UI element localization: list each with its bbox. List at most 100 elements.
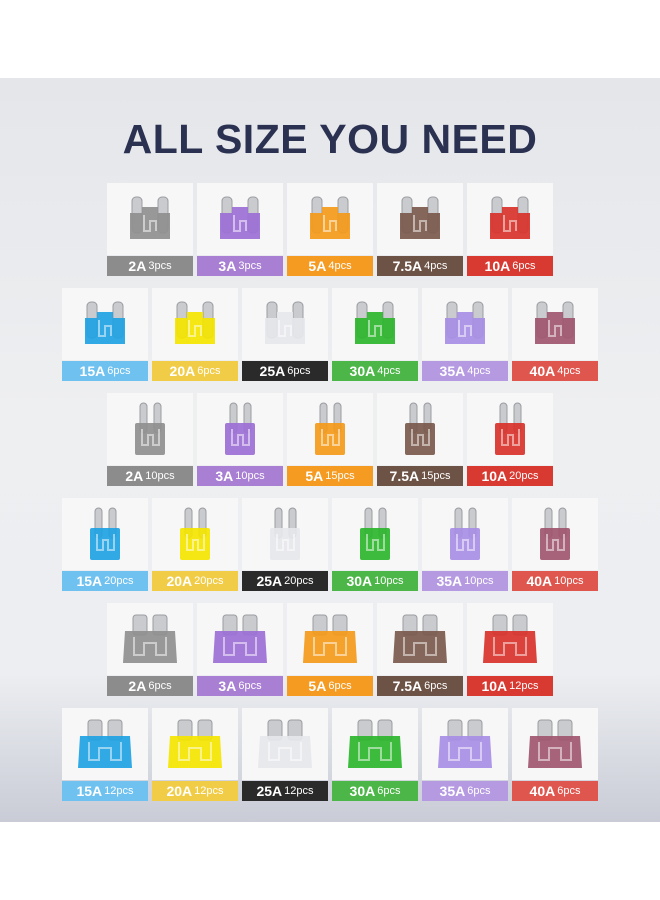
fuse-label: 3A 6pcs xyxy=(197,676,283,696)
fuse-label: 2A 10pcs xyxy=(107,466,193,486)
amperage: 35A xyxy=(439,783,466,799)
fuse-image xyxy=(242,708,328,780)
fuse-label: 25A 20pcs xyxy=(242,571,328,591)
fuse-tile: 15A 12pcs xyxy=(62,708,148,802)
quantity: 6pcs xyxy=(377,785,401,797)
fuse-image xyxy=(62,708,148,780)
fuse-tile: 5A 4pcs xyxy=(287,183,373,277)
amperage: 30A xyxy=(349,783,376,799)
fuse-label: 35A 6pcs xyxy=(422,781,508,801)
fuse-tile: 2A 3pcs xyxy=(107,183,193,277)
fuse-icon xyxy=(135,402,165,455)
fuse-tile: 15A 6pcs xyxy=(62,288,148,382)
quantity: 6pcs xyxy=(197,365,221,377)
fuse-icon xyxy=(265,301,305,344)
fuse-tile: 5A 6pcs xyxy=(287,603,373,697)
fuse-icon xyxy=(225,402,255,455)
quantity: 12pcs xyxy=(194,785,224,797)
quantity: 4pcs xyxy=(467,365,491,377)
fuse-image xyxy=(107,183,193,255)
fuse-icon xyxy=(123,614,177,663)
fuse-label: 10A 12pcs xyxy=(467,676,553,696)
fuse-tile: 35A 6pcs xyxy=(422,708,508,802)
fuse-icon xyxy=(213,614,267,663)
fuse-label: 40A 10pcs xyxy=(512,571,598,591)
fuse-icon xyxy=(400,196,440,239)
fuse-label: 30A 6pcs xyxy=(332,781,418,801)
fuse-label: 25A 6pcs xyxy=(242,361,328,381)
fuse-row: 15A 12pcs 20A 12pcs 25A 12pcs 30A xyxy=(0,708,660,802)
amperage: 2A xyxy=(125,468,144,484)
quantity: 15pcs xyxy=(421,470,451,482)
fuse-tile: 40A 6pcs xyxy=(512,708,598,802)
fuse-icon xyxy=(535,301,575,344)
fuse-icon xyxy=(270,507,300,560)
fuse-image xyxy=(152,708,238,780)
quantity: 10pcs xyxy=(374,575,404,587)
fuse-icon xyxy=(85,301,125,344)
fuse-tile: 5A 15pcs xyxy=(287,393,373,487)
fuse-label: 3A 3pcs xyxy=(197,256,283,276)
fuse-tile: 3A 10pcs xyxy=(197,393,283,487)
fuse-tile: 20A 6pcs xyxy=(152,288,238,382)
quantity: 6pcs xyxy=(287,365,311,377)
fuse-tile: 35A 10pcs xyxy=(422,498,508,592)
amperage: 3A xyxy=(215,468,234,484)
amperage: 20A xyxy=(166,783,193,799)
amperage: 2A xyxy=(128,678,147,694)
fuse-image xyxy=(422,288,508,360)
fuse-icon xyxy=(490,196,530,239)
quantity: 20pcs xyxy=(104,575,134,587)
quantity: 6pcs xyxy=(424,680,448,692)
fuse-tile: 35A 4pcs xyxy=(422,288,508,382)
fuse-tile: 40A 10pcs xyxy=(512,498,598,592)
fuse-label: 35A 10pcs xyxy=(422,571,508,591)
fuse-label: 30A 4pcs xyxy=(332,361,418,381)
fuse-label: 7.5A 6pcs xyxy=(377,676,463,696)
fuse-tile: 30A 10pcs xyxy=(332,498,418,592)
fuse-tile: 3A 3pcs xyxy=(197,183,283,277)
amperage: 25A xyxy=(256,573,283,589)
fuse-tile: 7.5A 15pcs xyxy=(377,393,463,487)
quantity: 4pcs xyxy=(557,365,581,377)
quantity: 6pcs xyxy=(107,365,131,377)
fuse-tile: 25A 6pcs xyxy=(242,288,328,382)
fuse-label: 25A 12pcs xyxy=(242,781,328,801)
fuse-tile: 7.5A 4pcs xyxy=(377,183,463,277)
fuse-image xyxy=(512,498,598,570)
amperage: 7.5A xyxy=(392,678,423,694)
quantity: 6pcs xyxy=(557,785,581,797)
fuse-row: 15A 6pcs 20A 6pcs 25A 6pcs 30A xyxy=(0,288,660,382)
quantity: 4pcs xyxy=(328,260,352,272)
amperage: 25A xyxy=(256,783,283,799)
fuse-icon xyxy=(310,196,350,239)
quantity: 6pcs xyxy=(328,680,352,692)
fuse-image xyxy=(287,393,373,465)
amperage: 15A xyxy=(79,363,106,379)
quantity: 12pcs xyxy=(104,785,134,797)
fuse-label: 40A 4pcs xyxy=(512,361,598,381)
fuse-icon xyxy=(540,507,570,560)
fuse-image xyxy=(467,603,553,675)
amperage: 40A xyxy=(529,783,556,799)
fuse-icon xyxy=(78,719,132,768)
amperage: 35A xyxy=(436,573,463,589)
fuse-tile: 3A 6pcs xyxy=(197,603,283,697)
fuse-label: 40A 6pcs xyxy=(512,781,598,801)
amperage: 2A xyxy=(128,258,147,274)
fuse-label: 20A 6pcs xyxy=(152,361,238,381)
fuse-image xyxy=(467,183,553,255)
amperage: 15A xyxy=(76,783,103,799)
page-title: ALL SIZE YOU NEED xyxy=(122,116,538,162)
fuse-image xyxy=(332,498,418,570)
fuse-label: 20A 20pcs xyxy=(152,571,238,591)
fuse-label: 7.5A 15pcs xyxy=(377,466,463,486)
fuse-row: 2A 10pcs 3A 10pcs 5A 15pcs 7.5A xyxy=(0,393,660,487)
quantity: 10pcs xyxy=(235,470,265,482)
fuse-icon xyxy=(168,719,222,768)
amperage: 40A xyxy=(529,363,556,379)
fuse-tile: 30A 6pcs xyxy=(332,708,418,802)
fuse-icon xyxy=(495,402,525,455)
fuse-label: 2A 3pcs xyxy=(107,256,193,276)
fuse-label: 20A 12pcs xyxy=(152,781,238,801)
